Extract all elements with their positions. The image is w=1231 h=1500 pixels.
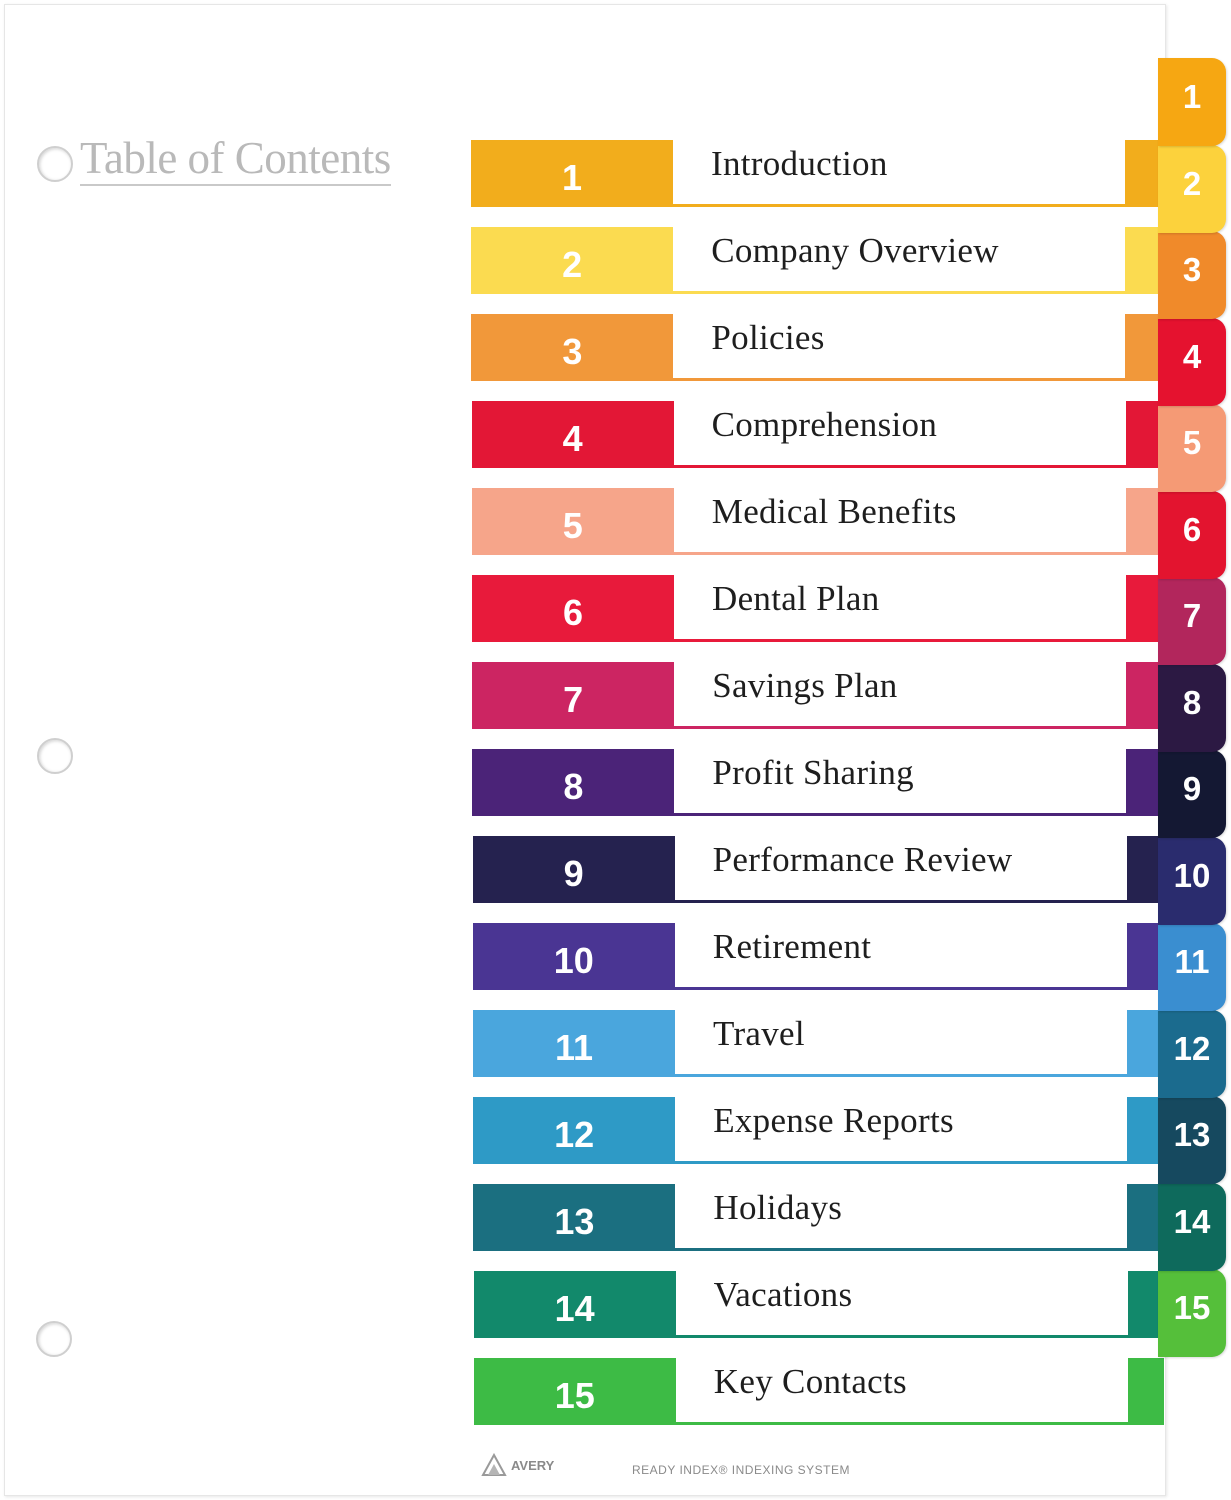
toc-entry: 5 Medical Benefits: [471, 488, 1162, 555]
entry-rule: [675, 1074, 1127, 1077]
divider-tab[interactable]: 12: [1158, 1010, 1226, 1098]
entry-label: Holidays: [713, 1188, 843, 1227]
entry-number-block: 5: [471, 488, 674, 555]
entry-label: Performance Review: [712, 840, 1013, 879]
entry-number-block: 12: [473, 1097, 676, 1164]
entry-number-block: 8: [472, 749, 675, 816]
entry-number-block: 13: [473, 1184, 676, 1251]
entry-rule: [674, 900, 1127, 903]
entry-number-block: 15: [473, 1358, 676, 1425]
entry-rule: [674, 813, 1127, 816]
entry-number-block: 10: [472, 923, 675, 990]
entry-rule: [675, 1161, 1128, 1164]
entry-rule: [673, 204, 1125, 207]
entry-end-block: [1127, 1358, 1164, 1425]
divider-tab[interactable]: 1: [1158, 58, 1226, 146]
entry-label: Profit Sharing: [712, 753, 914, 792]
toc-entry: 6 Dental Plan: [472, 575, 1162, 642]
entry-rule: [673, 378, 1126, 381]
entry-label: Vacations: [713, 1275, 853, 1314]
entry-end-block: [1125, 401, 1162, 468]
entry-label: Company Overview: [711, 231, 999, 270]
entry-end-block: [1125, 488, 1162, 555]
toc-entry: 13 Holidays: [473, 1184, 1164, 1251]
divider-tab[interactable]: 4: [1158, 318, 1226, 406]
entry-label: Introduction: [711, 144, 888, 183]
punch-hole-top: [37, 146, 73, 182]
toc-entry: 7 Savings Plan: [472, 662, 1163, 729]
page-title: Table of Contents: [80, 133, 391, 186]
entry-end-block: [1126, 575, 1162, 642]
divider-tab[interactable]: 2: [1158, 145, 1226, 233]
divider-tab[interactable]: 9: [1158, 750, 1226, 838]
entry-label: Savings Plan: [712, 666, 898, 705]
punch-hole-middle: [37, 738, 73, 774]
entry-label: Travel: [713, 1014, 805, 1053]
toc-entry: 10 Retirement: [472, 923, 1163, 990]
entry-end-block: [1126, 749, 1163, 816]
toc-entry: 12 Expense Reports: [473, 1097, 1164, 1164]
divider-tab[interactable]: 14: [1158, 1183, 1226, 1271]
divider-tab[interactable]: 11: [1158, 923, 1226, 1011]
entry-number-block: 2: [471, 227, 674, 294]
entry-end-block: [1126, 923, 1163, 990]
entry-number-block: 14: [473, 1271, 676, 1338]
divider-tab[interactable]: 6: [1158, 491, 1226, 579]
entry-number-block: 4: [471, 401, 674, 468]
entry-rule: [674, 726, 1127, 729]
entry-number-block: 9: [472, 836, 675, 903]
divider-tab[interactable]: 15: [1158, 1269, 1226, 1357]
entry-end-block: [1127, 1184, 1164, 1251]
entry-rule: [673, 552, 1126, 555]
entry-rule: [673, 465, 1126, 468]
toc-entry: 1 Introduction: [471, 140, 1161, 207]
entry-end-block: [1125, 140, 1161, 207]
brand-name: AVERY: [511, 1457, 555, 1473]
divider-tab[interactable]: 5: [1158, 404, 1226, 492]
entry-rule: [675, 1335, 1128, 1338]
toc-entry: 8 Profit Sharing: [472, 749, 1163, 816]
entry-label: Policies: [711, 318, 825, 357]
entry-rule: [675, 1248, 1128, 1251]
entry-end-block: [1126, 662, 1163, 729]
punch-hole-bottom: [36, 1321, 72, 1357]
entry-rule: [673, 291, 1126, 294]
index-divider-page: Table of Contents 1 Introduction 2 Company …: [4, 4, 1166, 1496]
entry-number-block: 6: [472, 575, 674, 642]
entry-rule: [675, 1422, 1128, 1425]
entry-number-block: 3: [471, 314, 674, 381]
toc-entry: 3 Policies: [471, 314, 1162, 381]
entry-end-block: [1127, 1010, 1163, 1077]
divider-tab[interactable]: 8: [1158, 664, 1226, 752]
entry-number-block: 11: [473, 1010, 675, 1077]
entry-label: Dental Plan: [712, 579, 880, 618]
toc-entry: 9 Performance Review: [472, 836, 1163, 903]
avery-logo: AVERY: [481, 1453, 554, 1477]
toc-entry: 14 Vacations: [473, 1271, 1164, 1338]
divider-tab[interactable]: 7: [1158, 577, 1226, 665]
entry-label: Expense Reports: [713, 1101, 954, 1140]
entry-rule: [674, 987, 1127, 990]
toc-entry: 11 Travel: [473, 1010, 1163, 1077]
entry-end-block: [1126, 836, 1163, 903]
toc-entry: 2 Company Overview: [471, 227, 1162, 294]
entry-end-block: [1127, 1097, 1164, 1164]
indexing-system-label: READY INDEX® INDEXING SYSTEM: [632, 1463, 850, 1477]
entry-label: Medical Benefits: [711, 492, 957, 531]
entry-label: Comprehension: [711, 405, 938, 444]
entry-end-block: [1125, 314, 1162, 381]
entry-end-block: [1125, 227, 1162, 294]
entry-label: Key Contacts: [713, 1362, 907, 1401]
entry-label: Retirement: [712, 927, 872, 966]
divider-tab[interactable]: 3: [1158, 231, 1226, 319]
toc-entry: 15 Key Contacts: [473, 1358, 1164, 1425]
divider-tab[interactable]: 10: [1158, 837, 1226, 925]
toc-entry: 4 Comprehension: [471, 401, 1162, 468]
entry-rule: [674, 639, 1126, 642]
entry-number-block: 1: [471, 140, 673, 207]
divider-tab[interactable]: 13: [1158, 1096, 1226, 1184]
avery-triangle-icon: [481, 1453, 507, 1476]
entry-number-block: 7: [472, 662, 675, 729]
entry-end-block: [1127, 1271, 1164, 1338]
